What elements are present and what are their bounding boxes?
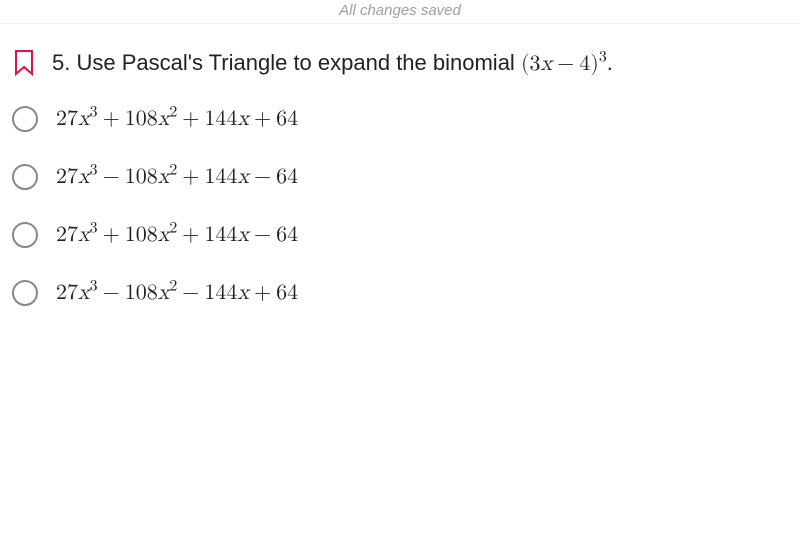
option-d-text: 27x3−108x2−144x+64 [56,280,298,306]
question-text: 5. Use Pascal's Triangle to expand the b… [52,48,613,80]
option-d[interactable]: 27x3−108x2−144x+64 [12,280,790,306]
radio-icon[interactable] [12,164,38,190]
question-period: . [607,50,613,75]
question-number: 5. [52,50,70,75]
question-row: 5. Use Pascal's Triangle to expand the b… [0,24,800,88]
option-c[interactable]: 27x3+108x2+144x−64 [12,222,790,248]
question-binomial: (3x−4)3 [521,53,607,75]
radio-icon[interactable] [12,106,38,132]
option-a-text: 27x3+108x2+144x+64 [56,106,298,132]
options-list: 27x3+108x2+144x+64 27x3−108x2+144x−64 27… [0,88,800,306]
option-b-text: 27x3−108x2+144x−64 [56,164,298,190]
bookmark-icon[interactable] [14,50,34,74]
radio-icon[interactable] [12,280,38,306]
option-a[interactable]: 27x3+108x2+144x+64 [12,106,790,132]
radio-icon[interactable] [12,222,38,248]
question-prompt: Use Pascal's Triangle to expand the bino… [76,50,514,75]
save-status: All changes saved [0,0,800,24]
option-b[interactable]: 27x3−108x2+144x−64 [12,164,790,190]
option-c-text: 27x3+108x2+144x−64 [56,222,298,248]
